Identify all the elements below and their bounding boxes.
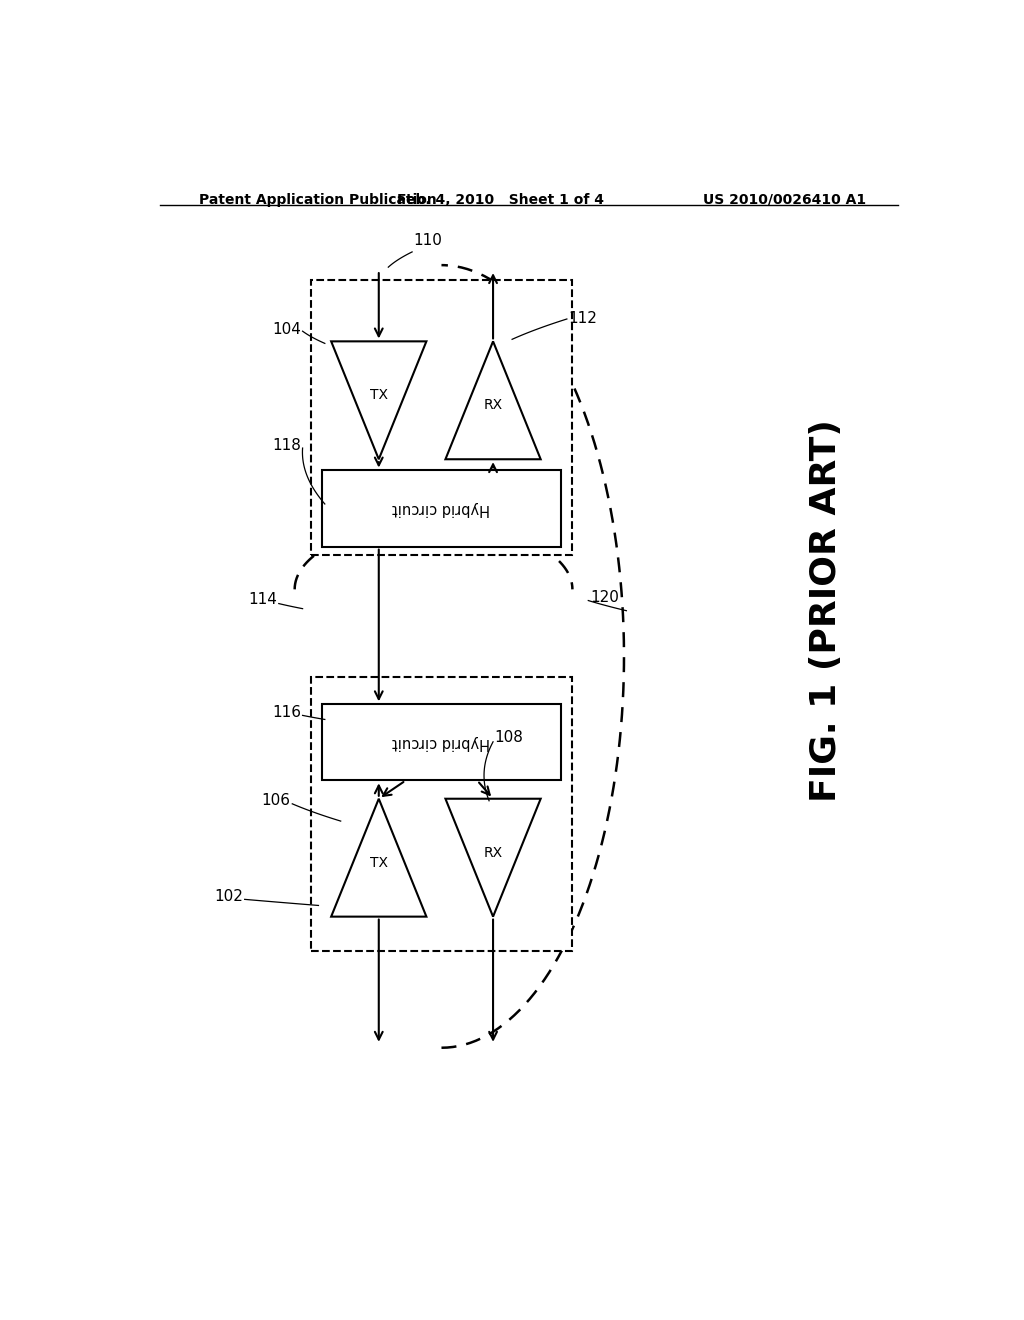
Text: 114: 114 — [249, 591, 278, 607]
Text: 108: 108 — [495, 730, 523, 746]
Bar — [323, 704, 560, 780]
Text: Patent Application Publication: Patent Application Publication — [200, 193, 437, 207]
Text: RX: RX — [483, 846, 503, 859]
Text: 106: 106 — [262, 793, 291, 808]
Text: Feb. 4, 2010   Sheet 1 of 4: Feb. 4, 2010 Sheet 1 of 4 — [397, 193, 604, 207]
Text: Hybrid circuit: Hybrid circuit — [392, 502, 490, 516]
Text: 110: 110 — [414, 232, 442, 248]
Text: RX: RX — [483, 399, 503, 412]
Text: 116: 116 — [272, 705, 301, 719]
Text: 102: 102 — [214, 888, 243, 904]
Bar — [323, 470, 560, 546]
Text: FIG. 1 (PRIOR ART): FIG. 1 (PRIOR ART) — [809, 420, 844, 803]
Text: TX: TX — [370, 388, 388, 403]
Text: US 2010/0026410 A1: US 2010/0026410 A1 — [702, 193, 866, 207]
Text: Hybrid circuit: Hybrid circuit — [392, 735, 490, 750]
Text: TX: TX — [370, 855, 388, 870]
Bar — [310, 280, 572, 554]
Text: 120: 120 — [590, 590, 618, 605]
Text: 112: 112 — [568, 312, 597, 326]
Text: 104: 104 — [272, 322, 301, 337]
Text: 118: 118 — [272, 437, 301, 453]
Bar — [310, 677, 572, 952]
